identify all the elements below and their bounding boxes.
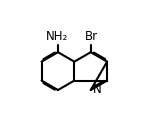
Text: NH₂: NH₂ xyxy=(46,30,69,43)
Text: Br: Br xyxy=(85,30,98,43)
Text: N: N xyxy=(92,83,101,96)
